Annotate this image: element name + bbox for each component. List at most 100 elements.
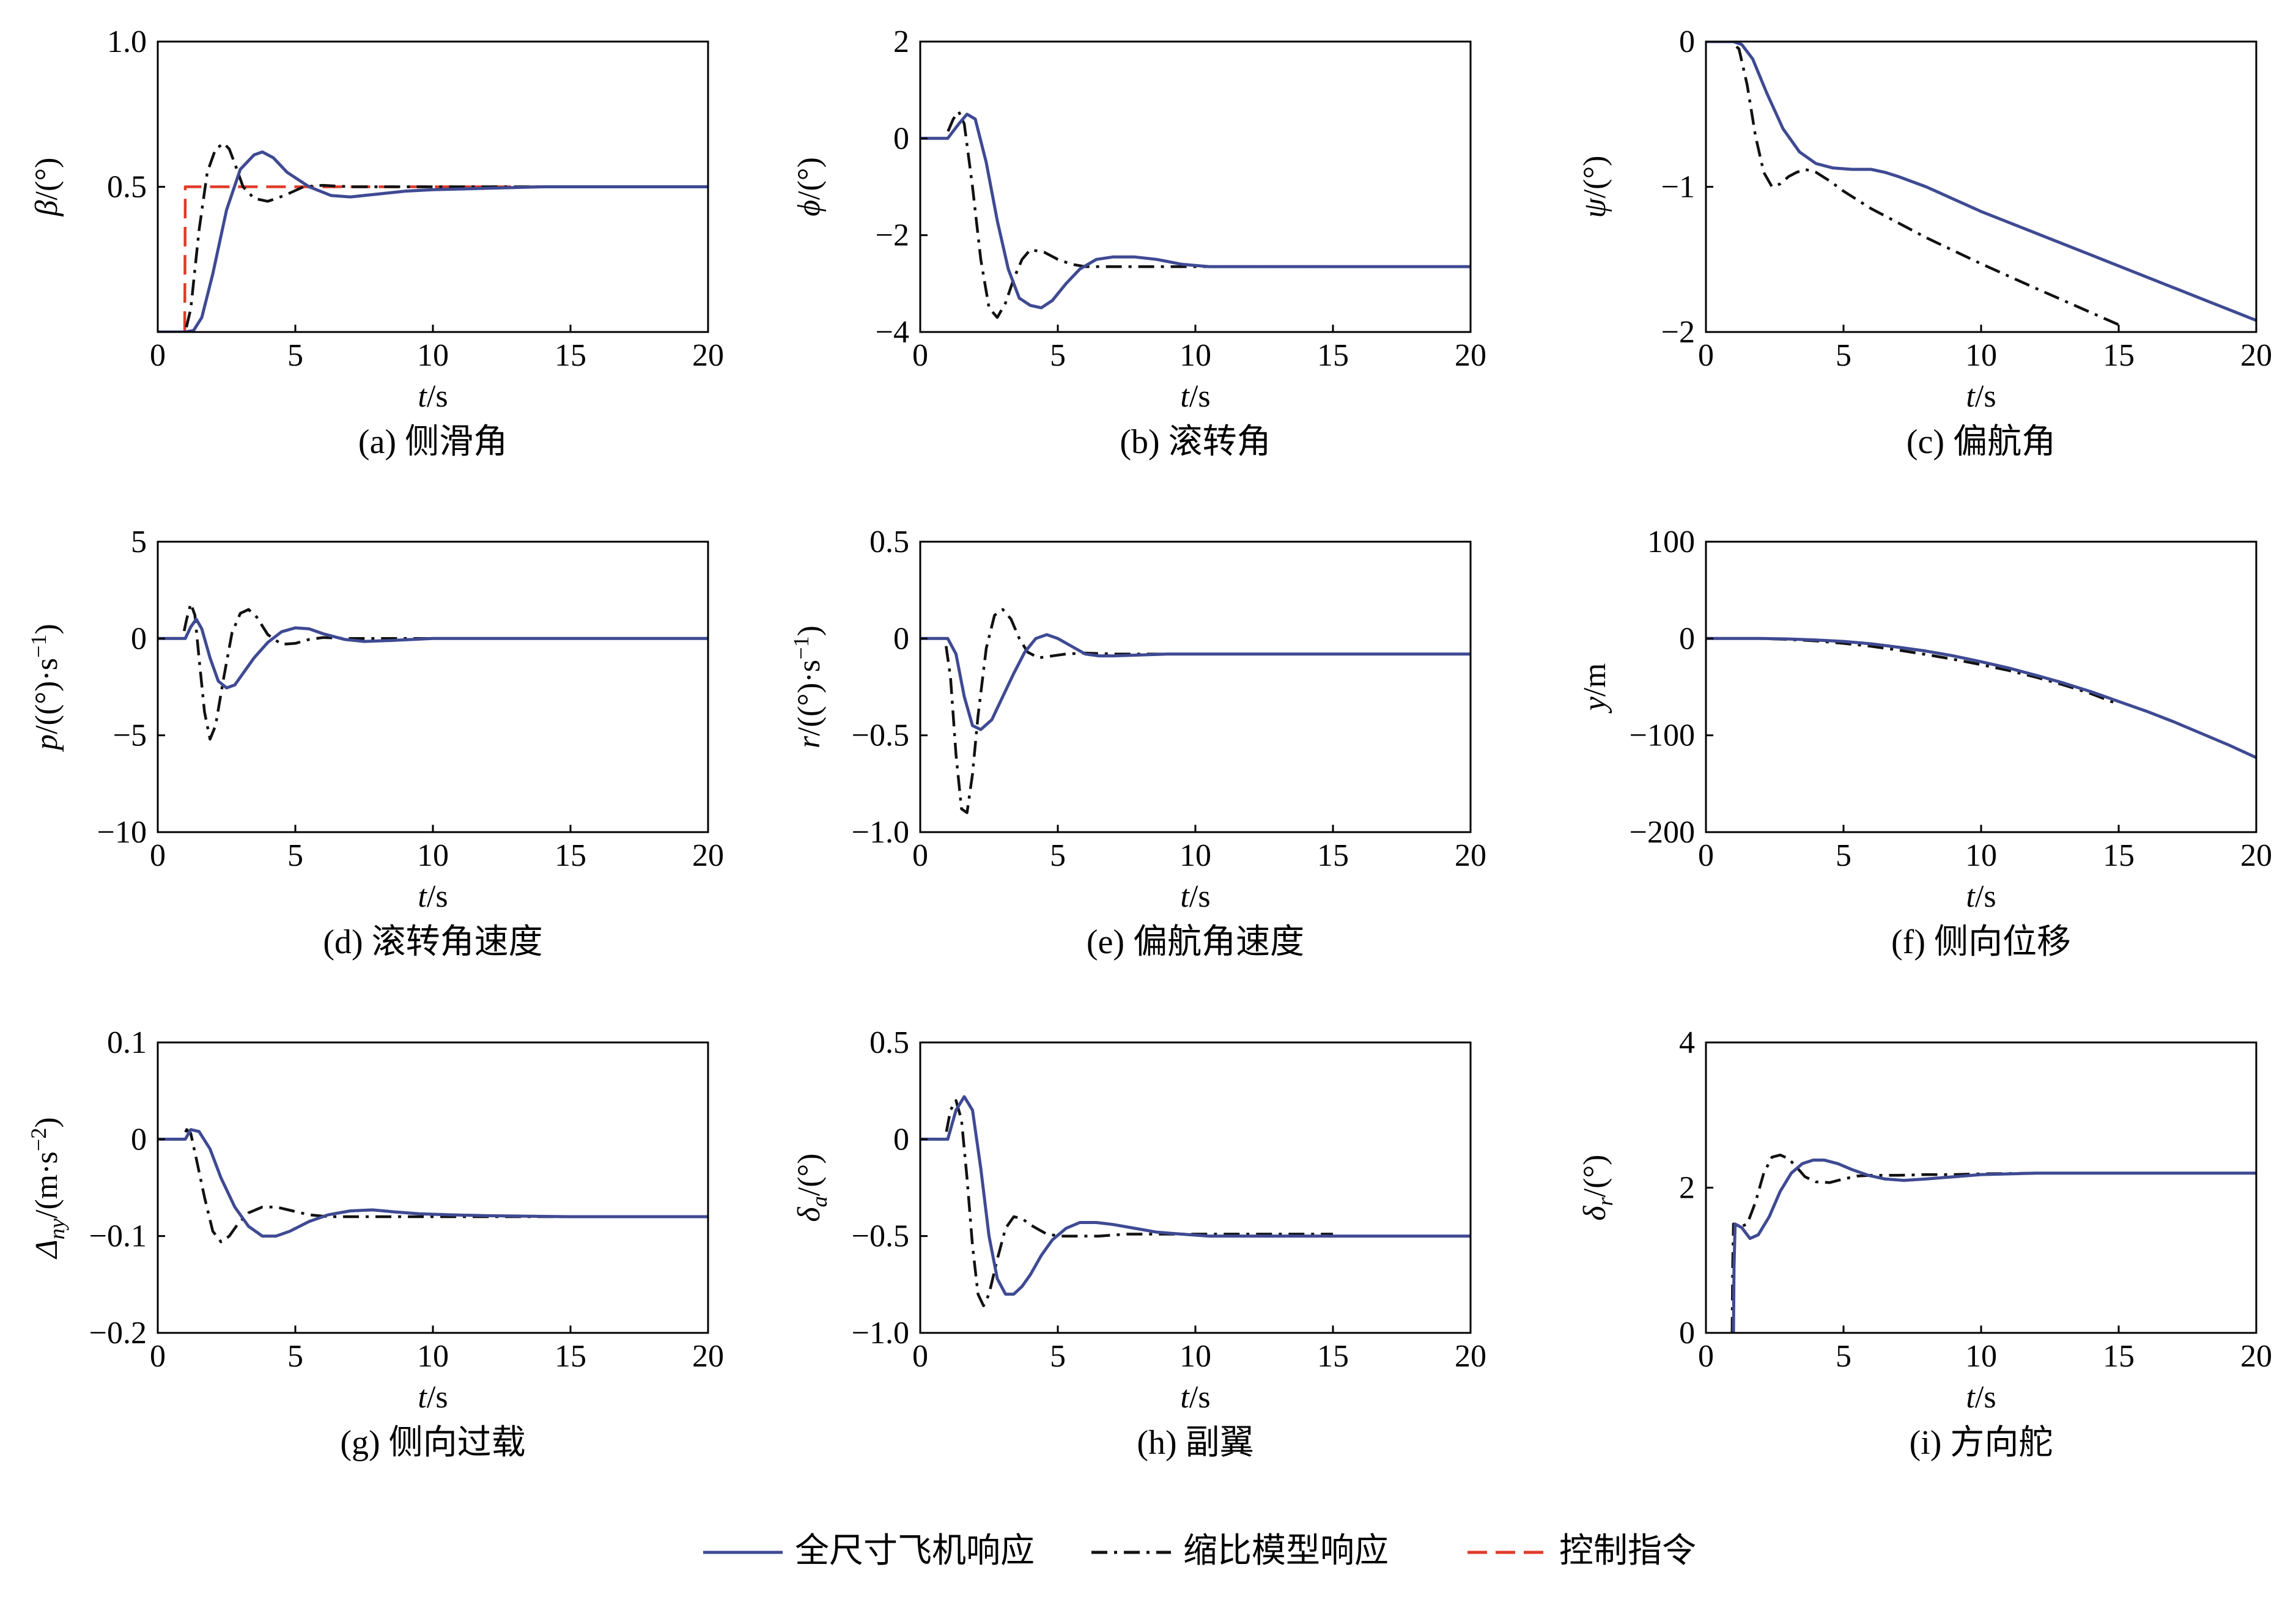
y-tick-label-h: −1.0	[852, 1316, 909, 1351]
subplot-c: 0 5 10 15 20 −2 −1 0 t/s (c) 偏航角 ψ/(°)	[1578, 24, 2272, 461]
x-tick-label-e: 15	[1317, 838, 1349, 873]
x-tick-label-a: 10	[417, 338, 449, 373]
plot-frame-f	[1705, 540, 2257, 833]
y-tick-label-f: 0	[1679, 621, 1695, 656]
x-tick-label-c: 10	[1965, 338, 1997, 373]
y-axis-label-b: ϕ/(°)	[792, 157, 827, 216]
y-tick-label-c: −2	[1661, 315, 1695, 350]
x-tick-label-a: 20	[692, 338, 724, 373]
y-tick-label-e: 0	[893, 621, 909, 656]
x-tick-label-h: 15	[1317, 1339, 1349, 1374]
y-tick-label-h: 0	[893, 1122, 909, 1157]
x-axis-label-e: t/s	[1180, 879, 1210, 914]
y-tick-label-d: 0	[131, 621, 147, 656]
plot-frame-i	[1705, 1041, 2257, 1334]
subplot-caption-e: (e) 偏航角速度	[1087, 923, 1304, 961]
y-tick-label-e: 0.5	[869, 525, 909, 559]
series-line-scale-i	[1730, 1153, 2119, 1333]
x-tick-label-h: 10	[1179, 1339, 1211, 1374]
y-tick-label-e: −0.5	[852, 718, 909, 753]
x-axis-label-b: t/s	[1180, 379, 1210, 414]
y-tick-label-d: 5	[131, 525, 147, 559]
subplot-caption-c: (c) 偏航角	[1907, 423, 2056, 461]
series-line-full-i	[1732, 1158, 2256, 1333]
series-line-full-d	[158, 618, 708, 690]
series-line-scale-a	[158, 142, 570, 332]
x-axis-label-g: t/s	[418, 1380, 448, 1415]
y-tick-label-f: −100	[1630, 718, 1695, 753]
x-tick-label-b: 10	[1179, 338, 1211, 373]
x-tick-label-b: 0	[912, 338, 928, 373]
y-tick-label-g: −0.1	[89, 1219, 147, 1254]
x-tick-label-b: 15	[1317, 338, 1349, 373]
series-line-full-f	[1706, 636, 2256, 759]
x-tick-label-i: 0	[1698, 1339, 1714, 1374]
y-tick-label-d: −10	[97, 815, 147, 850]
x-axis-label-f: t/s	[1966, 879, 1996, 914]
x-tick-label-f: 10	[1965, 838, 1997, 873]
x-tick-label-g: 0	[150, 1339, 166, 1374]
x-tick-label-d: 10	[417, 838, 449, 873]
x-axis-label-i: t/s	[1966, 1380, 1996, 1415]
y-tick-label-b: −4	[876, 315, 909, 350]
x-tick-label-e: 10	[1179, 838, 1211, 873]
x-tick-label-a: 0	[150, 338, 166, 373]
x-tick-label-e: 20	[1455, 838, 1486, 873]
y-axis-label-a: β/(°)	[29, 158, 64, 217]
subplot-caption-f: (f) 侧向位移	[1891, 923, 2071, 961]
figure-legend: 全尺寸飞机响应 缩比模型响应 控制指令	[703, 1532, 1696, 1570]
subplot-f: 0 5 10 15 20 −200 −100 0 100 t/s (f) 侧向位移 y/m	[1578, 525, 2272, 961]
x-tick-label-f: 0	[1698, 838, 1714, 873]
x-tick-label-h: 20	[1455, 1339, 1486, 1374]
x-tick-label-g: 20	[692, 1339, 724, 1374]
x-tick-label-i: 5	[1836, 1339, 1851, 1374]
plot-frame-g	[157, 1041, 709, 1334]
series-line-scale-g	[158, 1128, 570, 1244]
y-axis-label-g: Δny/(m·s−2)	[26, 1117, 69, 1259]
y-tick-label-b: −2	[876, 218, 909, 253]
x-tick-label-d: 20	[692, 838, 724, 873]
y-tick-label-f: −200	[1630, 815, 1695, 850]
x-tick-label-e: 5	[1050, 838, 1066, 873]
y-axis-label-h: δa/(°)	[792, 1153, 832, 1222]
x-tick-label-i: 20	[2240, 1339, 2272, 1374]
y-axis-label-c: ψ/(°)	[1578, 155, 1612, 218]
x-tick-label-d: 5	[287, 838, 303, 873]
subplot-e: 0 5 10 15 20 −1.0 −0.5 0 0.5 t/s (e) 偏航角速度 r/((°)·s…	[789, 525, 1486, 961]
subplot-caption-h: (h) 副翼	[1137, 1424, 1253, 1462]
subplot-caption-a: (a) 侧滑角	[358, 423, 508, 461]
y-tick-label-a: 0.5	[107, 170, 147, 205]
subplot-caption-d: (d) 滚转角速度	[323, 923, 542, 961]
subplot-caption-i: (i) 方向舵	[1910, 1424, 2053, 1462]
legend-label-full: 全尺寸飞机响应	[795, 1532, 1035, 1570]
x-tick-label-d: 15	[555, 838, 586, 873]
y-tick-label-g: −0.2	[89, 1316, 147, 1351]
x-tick-label-a: 5	[287, 338, 303, 373]
x-tick-label-h: 0	[912, 1339, 928, 1374]
x-tick-label-f: 15	[2103, 838, 2135, 873]
series-line-scale-c	[1706, 42, 2119, 326]
x-tick-label-h: 5	[1050, 1339, 1066, 1374]
y-tick-label-b: 0	[893, 121, 909, 156]
subplot-i: 0 5 10 15 20 0 2 4 t/s (i) 方向舵 δr/(°)	[1578, 1025, 2272, 1462]
x-tick-label-e: 0	[912, 838, 928, 873]
legend-item-full: 全尺寸飞机响应	[703, 1532, 1035, 1570]
y-axis-label-d: p/((°)·s−1)	[26, 624, 64, 753]
y-tick-label-i: 4	[1679, 1025, 1695, 1060]
x-tick-label-i: 15	[2103, 1339, 2135, 1374]
x-tick-label-a: 15	[555, 338, 586, 373]
subplot-d: 0 5 10 15 20 −10 −5 0 5 t/s (d) 滚转角速度 p/((°)·s−1)	[26, 525, 724, 961]
y-tick-label-i: 0	[1679, 1316, 1695, 1351]
y-axis-label-e: r/((°)·s−1)	[789, 625, 827, 748]
series-line-full-h	[920, 1095, 1471, 1296]
series-line-full-c	[1706, 42, 2256, 322]
subplot-h: 0 5 10 15 20 −1.0 −0.5 0 0.5 t/s (h) 副翼 δa/(°)	[792, 1025, 1486, 1462]
x-axis-label-d: t/s	[418, 879, 448, 914]
subplot-g: 0 5 10 15 20 −0.2 −0.1 0 0.1 t/s (g) 侧向过载 Δny/(m·s−…	[26, 1025, 724, 1462]
y-tick-label-e: −1.0	[852, 815, 909, 850]
series-line-full-a	[158, 150, 708, 332]
x-tick-label-b: 20	[1455, 338, 1486, 373]
y-tick-label-c: −1	[1661, 170, 1695, 205]
